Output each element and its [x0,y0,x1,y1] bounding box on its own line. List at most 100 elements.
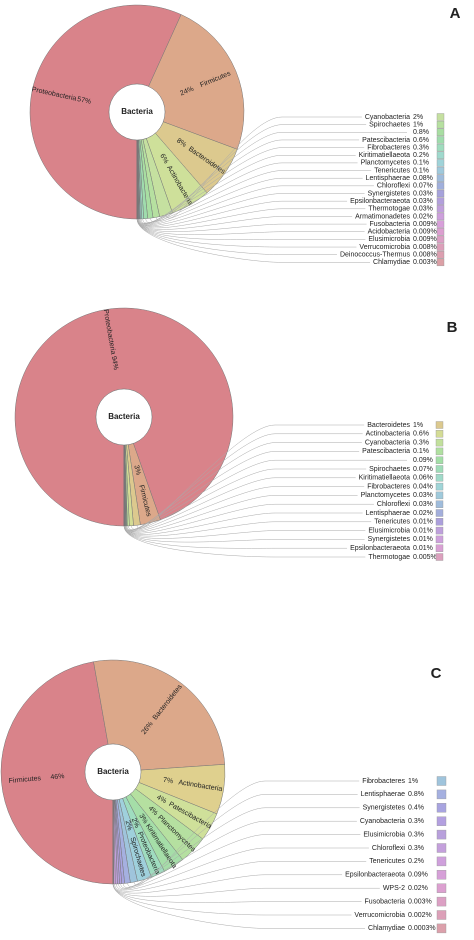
legend-name: Patescibacteria [362,448,410,455]
legend-connector [137,193,365,227]
legend-value: 0.3% [413,144,429,151]
center-label: Bacteria [108,412,140,421]
legend-name: Tenericutes [374,167,410,174]
legend-value: 0.01% [413,545,433,552]
legend-swatch [436,816,447,826]
legend-swatch [436,212,445,221]
wedge-value-label: 8% [175,137,187,149]
legend-name: Cyanobacteria [365,439,410,446]
legend-swatch [436,182,445,190]
center-label: Bacteria [121,107,153,116]
legend-value: 2% [413,114,423,121]
legend-value: 0.03% [413,190,433,197]
legend-connector [114,861,367,892]
legend-connector [137,208,366,229]
legend-value: 0.3% [413,439,429,446]
legend-connector [131,433,363,530]
wedge-value-label: 2% [130,817,140,829]
legend-swatch [436,843,447,853]
legend-connector [137,218,367,232]
legend-name: Planctomycetes [361,492,411,499]
legend-value: 0.3% [408,845,424,852]
legend-connector [123,525,365,543]
wedge-name-label: Firmicutes [9,775,42,785]
legend-connector [125,477,356,532]
legend-connector [136,218,371,263]
legend-value: 0.008% [413,252,437,259]
legend-swatch [436,856,447,867]
legend-value: 0.1% [413,448,429,455]
legend-name: Lentisphaerae [366,510,410,517]
legend-value: 0.02% [413,213,433,220]
legend-connector [139,162,358,224]
legend-value: 0.003% [408,898,432,905]
legend-swatch [435,544,444,552]
panel-letter: A [450,5,461,22]
legend-name: Armatimonadetes [355,213,410,220]
legend-connector [126,451,360,531]
wedge-value-label: 4% [155,794,167,805]
legend-swatch [436,205,445,213]
legend-name: Cyanobacteria [360,818,405,825]
legend-value: 0.6% [413,137,429,144]
legend-swatch [436,896,447,907]
legend-connector [116,847,369,891]
legend-name: Kiritimatiellaeota [359,475,410,482]
panel-letter: C [431,665,442,682]
legend-name: Acidobacteria [368,229,411,236]
legend-name: Thermotogae [368,206,410,213]
legend-swatch [436,120,445,129]
legend-value: 0.8% [413,129,429,136]
legend-value: 0.07% [413,466,433,473]
legend-value: 0.3% [408,831,424,838]
legend-value: 1% [408,778,418,785]
legend-value: 0.02% [413,510,433,517]
legend-connector [122,807,360,888]
legend-value: 0.0003% [408,925,436,932]
legend-name: Kiritimatiellaeota [359,152,410,159]
legend-name: Patescibacteria [362,137,410,144]
legend-value: 0.02% [408,885,428,892]
legend-value: 0.4% [408,805,424,812]
legend-swatch [436,910,447,920]
legend-swatch [435,500,444,508]
legend-connector [136,218,357,248]
legend-name: Planctomycetes [361,160,411,167]
legend-connector [139,170,372,225]
legend-swatch [436,136,445,144]
legend-name: Epsilonbacteraeota [350,198,410,205]
legend-swatch [436,923,447,934]
center-hole [95,388,153,446]
legend-value: 0.06% [413,475,433,482]
wedge-value-label: 3% [132,464,141,476]
legend-value: 0.009% [413,221,437,228]
legend-swatch [436,829,447,840]
legend-value: 0.008% [413,244,437,251]
panel-letter: B [447,319,458,336]
legend-name: Spirochaetes [369,121,410,128]
legend-connector [150,132,407,222]
legend-connector [137,216,353,230]
legend-connector [124,486,365,532]
legend-swatch [435,430,444,438]
legend-name: Synergistetes [363,805,406,812]
legend-swatch [436,189,445,198]
legend-swatch [436,789,447,800]
legend-swatch [435,482,444,491]
legend-swatch [435,491,444,500]
legend-swatch [435,526,444,535]
legend-connector [112,883,380,897]
legend-name: Thermotogae [368,554,410,561]
legend-swatch [436,128,445,137]
wedge-value-label: 46% [50,773,65,781]
legend-value: 0.1% [413,160,429,167]
legend-swatch [435,535,444,544]
legend-name: Chloroflexi [377,183,411,190]
legend-value: 0.005% [413,554,437,561]
legend-value: 0.009% [413,229,437,236]
legend-name: Epsilonbacteraeota [350,545,410,552]
legend-swatch [436,883,447,893]
legend-value: 0.2% [413,152,429,159]
legend-value: 0.03% [413,198,433,205]
